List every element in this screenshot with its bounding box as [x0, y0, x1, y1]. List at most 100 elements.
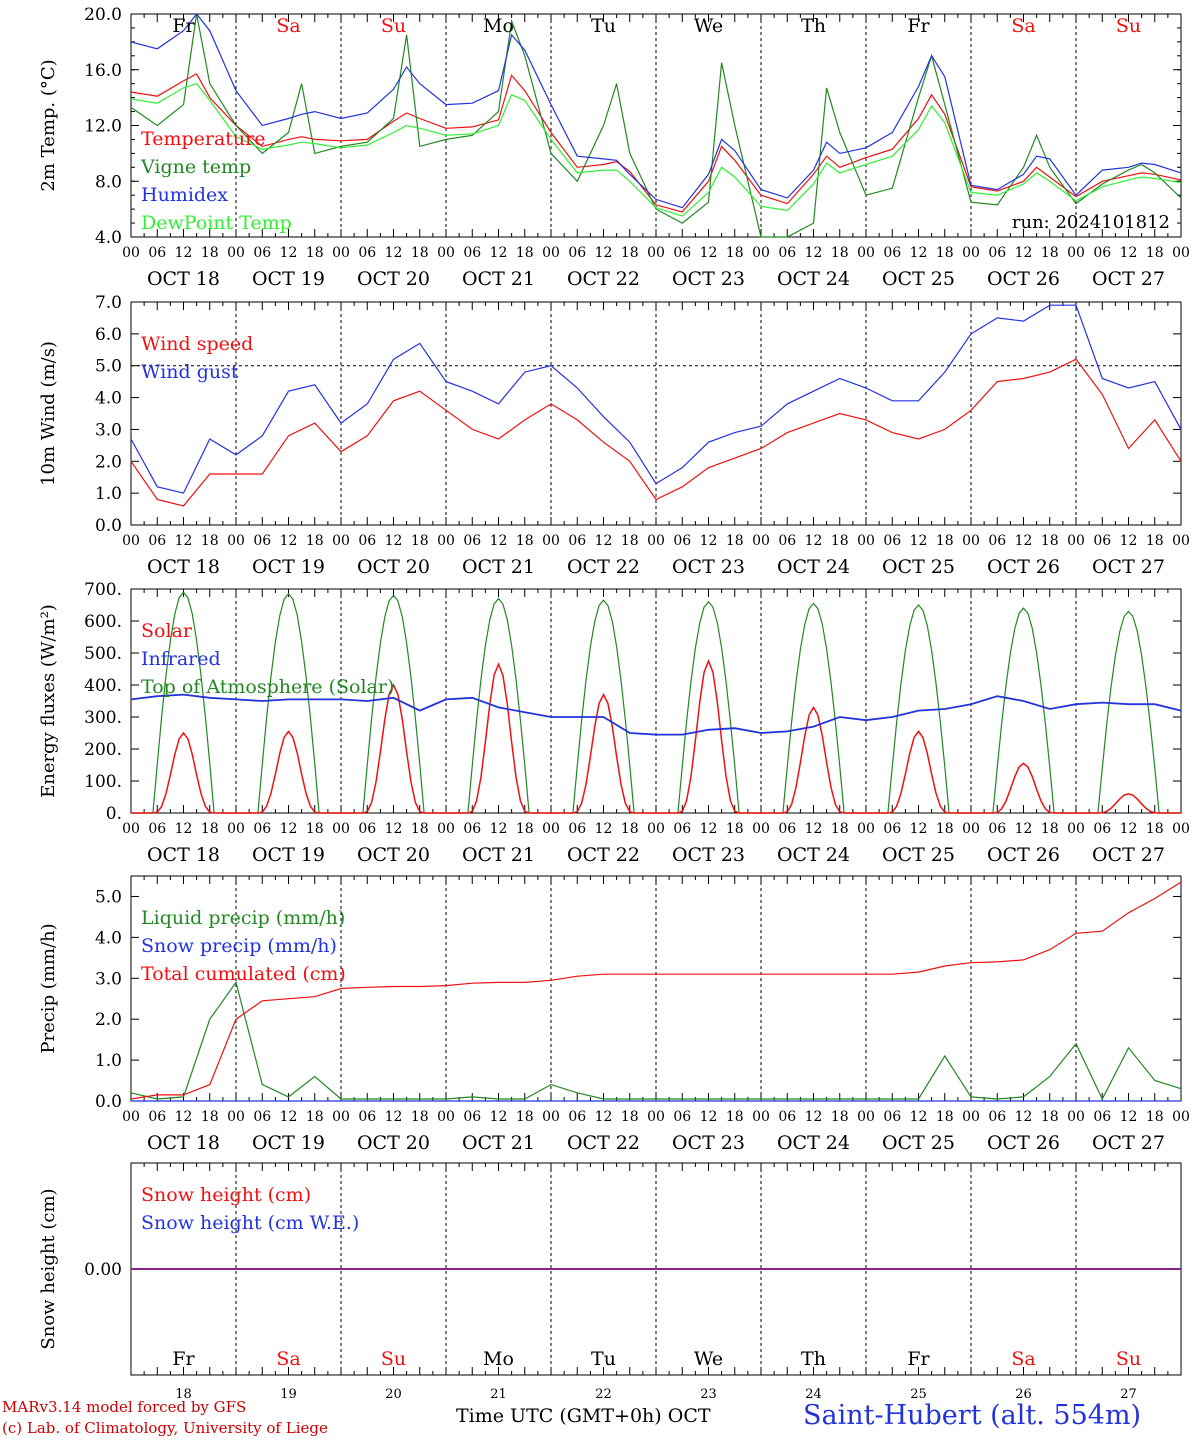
- station-name: Saint-Hubert (alt. 554m): [803, 1400, 1142, 1431]
- legend-entry: Solar: [141, 620, 193, 642]
- hour-label: 18: [1041, 245, 1059, 261]
- hour-label: 12: [805, 821, 823, 837]
- hour-label: 00: [962, 533, 980, 549]
- hour-label: 06: [883, 1109, 901, 1125]
- hour-label: 06: [778, 533, 796, 549]
- date-label: OCT 26: [987, 268, 1060, 290]
- hour-label: 18: [936, 821, 954, 837]
- date-label: OCT 25: [882, 1132, 955, 1154]
- hour-label: 12: [1015, 533, 1033, 549]
- y-tick-label: 4.0: [95, 228, 122, 248]
- hour-label: 00: [122, 821, 140, 837]
- hour-label: 12: [1120, 1109, 1138, 1125]
- hour-label: 06: [778, 821, 796, 837]
- y-tick-label: 16.0: [84, 61, 122, 81]
- hour-label: 18: [306, 821, 324, 837]
- date-label: OCT 24: [777, 1132, 850, 1154]
- hour-label: 12: [700, 533, 718, 549]
- hour-label: 12: [1015, 245, 1033, 261]
- date-label: OCT 22: [567, 556, 640, 578]
- legend-entry: Snow height (cm W.E.): [141, 1212, 359, 1234]
- y-tick-label: 5.0: [95, 887, 122, 907]
- hour-label: 12: [910, 1109, 928, 1125]
- day-name: Sa: [1011, 15, 1035, 37]
- hour-label: 00: [122, 245, 140, 261]
- hour-label: 18: [936, 533, 954, 549]
- hour-label: 00: [857, 245, 875, 261]
- hour-label: 06: [148, 245, 166, 261]
- hour-label: 06: [253, 821, 271, 837]
- plot-frame: [130, 301, 1182, 526]
- hour-label: 06: [358, 1109, 376, 1125]
- hour-label: 06: [148, 533, 166, 549]
- hour-label: 18: [516, 821, 534, 837]
- day-name: Su: [381, 1348, 406, 1370]
- hour-label: 12: [910, 821, 928, 837]
- hour-label: 12: [1120, 821, 1138, 837]
- day-name: Tu: [591, 15, 616, 37]
- hour-label: 06: [463, 533, 481, 549]
- hour-label: 06: [253, 1109, 271, 1125]
- hour-label: 06: [778, 1109, 796, 1125]
- hour-label: 00: [1067, 533, 1085, 549]
- hour-label: 06: [148, 821, 166, 837]
- hour-label: 18: [726, 533, 744, 549]
- legend-entry: Total cumulated (cm): [141, 963, 346, 985]
- day-name: Su: [1116, 1348, 1141, 1370]
- hour-label: 12: [1015, 1109, 1033, 1125]
- hour-label: 18: [726, 245, 744, 261]
- day-name: Sa: [276, 1348, 300, 1370]
- hour-label: 12: [700, 245, 718, 261]
- hour-label: 12: [280, 245, 298, 261]
- hour-label: 12: [280, 821, 298, 837]
- hour-label: 00: [437, 533, 455, 549]
- hour-label: 00: [752, 821, 770, 837]
- series-line: [130, 881, 1182, 1100]
- date-label: OCT 18: [147, 556, 220, 578]
- hour-label: 06: [253, 533, 271, 549]
- run-label: run: 2024101812: [1012, 212, 1170, 233]
- date-label: OCT 18: [147, 844, 220, 866]
- hour-label: 06: [673, 1109, 691, 1125]
- hour-label: 18: [201, 821, 219, 837]
- hour-label: 12: [910, 533, 928, 549]
- hour-label: 06: [988, 533, 1006, 549]
- hour-label: 12: [1015, 821, 1033, 837]
- hour-label: 12: [595, 1109, 613, 1125]
- hour-label: 06: [673, 821, 691, 837]
- hour-label: 00: [542, 821, 560, 837]
- hour-label: 00: [437, 245, 455, 261]
- y-tick-label: 600.: [84, 612, 122, 632]
- hour-label: 00: [647, 245, 665, 261]
- hour-label: 18: [831, 821, 849, 837]
- date-label: OCT 19: [252, 844, 325, 866]
- day-name: Su: [1116, 15, 1141, 37]
- legend-entry: Liquid precip (mm/h): [141, 907, 345, 929]
- y-tick-label: 3.0: [95, 420, 122, 440]
- date-label: OCT 22: [567, 1132, 640, 1154]
- y-tick-label: 12.0: [84, 117, 122, 137]
- date-label: OCT 25: [882, 556, 955, 578]
- legend-entry: DewPoint Temp: [141, 212, 292, 234]
- hour-label: 12: [385, 533, 403, 549]
- y-tick-label: 1.0: [95, 1051, 122, 1071]
- hour-label: 18: [1146, 533, 1164, 549]
- series-line: [130, 73, 1182, 213]
- y-tick-label: 2.0: [95, 1010, 122, 1030]
- y-axis-label: 2m Temp. (°C): [38, 59, 59, 191]
- hour-label: 12: [805, 533, 823, 549]
- y-tick-label: 300.: [84, 708, 122, 728]
- hour-label: 06: [463, 245, 481, 261]
- hour-label: 00: [332, 245, 350, 261]
- hour-label: 06: [883, 245, 901, 261]
- day-number: 20: [385, 1387, 402, 1402]
- legend-entry: Snow precip (mm/h): [141, 935, 337, 957]
- date-label: OCT 26: [987, 556, 1060, 578]
- hour-label: 06: [463, 821, 481, 837]
- hour-label: 00: [1172, 821, 1190, 837]
- hour-label: 18: [936, 245, 954, 261]
- hour-label: 18: [516, 533, 534, 549]
- y-tick-label: 0.0: [95, 516, 122, 536]
- hour-label: 06: [463, 1109, 481, 1125]
